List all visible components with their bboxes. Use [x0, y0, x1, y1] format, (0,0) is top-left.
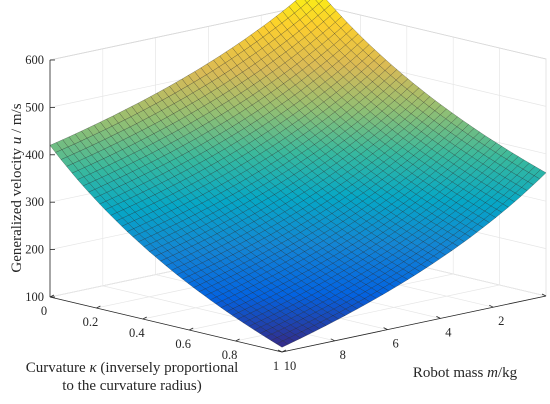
y-axis-title: Curvature κ (inversely proportional — [26, 360, 239, 376]
y-tick — [49, 294, 55, 298]
x-axis-title: Robot mass m/kg — [413, 365, 518, 381]
y-axis-line — [49, 296, 283, 353]
x-tick-label: 4 — [445, 325, 452, 339]
y-tick-label: 0.2 — [83, 315, 99, 329]
x-tick — [436, 316, 441, 319]
x-tick — [383, 327, 388, 330]
z-tick-label: 600 — [25, 53, 44, 67]
x-tick — [541, 293, 547, 297]
x-tick-label: 6 — [392, 337, 398, 351]
surface-mesh — [49, 0, 547, 348]
y-tick-label: 0 — [41, 304, 47, 318]
box-top-edge — [49, 3, 315, 61]
y-tick — [96, 305, 101, 309]
x-tick-label: 10 — [284, 359, 297, 373]
x-axis-line — [281, 295, 547, 353]
y-tick-label: 0.8 — [222, 348, 238, 362]
x-tick — [330, 338, 335, 342]
y-tick-label: 1 — [273, 359, 279, 373]
y-tick — [235, 338, 240, 342]
z-tick-label: 300 — [25, 195, 44, 209]
z-tick-label: 400 — [25, 148, 44, 162]
x-tick-label: 8 — [340, 348, 346, 362]
y-tick-label: 0.4 — [129, 326, 145, 340]
box-top-edge — [313, 3, 547, 60]
y-axis-title-line2: to the curvature radius) — [62, 378, 202, 394]
z-tick-label: 500 — [25, 100, 44, 114]
z-axis-title: Generalized velocity u / m/s — [9, 103, 25, 272]
x-tick — [277, 349, 283, 353]
z-tick-label: 100 — [25, 290, 44, 304]
z-tick-label: 200 — [25, 243, 44, 257]
y-tick-label: 0.6 — [175, 337, 191, 351]
x-tick-label: 2 — [498, 314, 504, 328]
x-tick — [489, 304, 494, 308]
y-tick — [142, 316, 147, 320]
y-tick — [189, 327, 194, 331]
surface-face — [276, 340, 289, 348]
